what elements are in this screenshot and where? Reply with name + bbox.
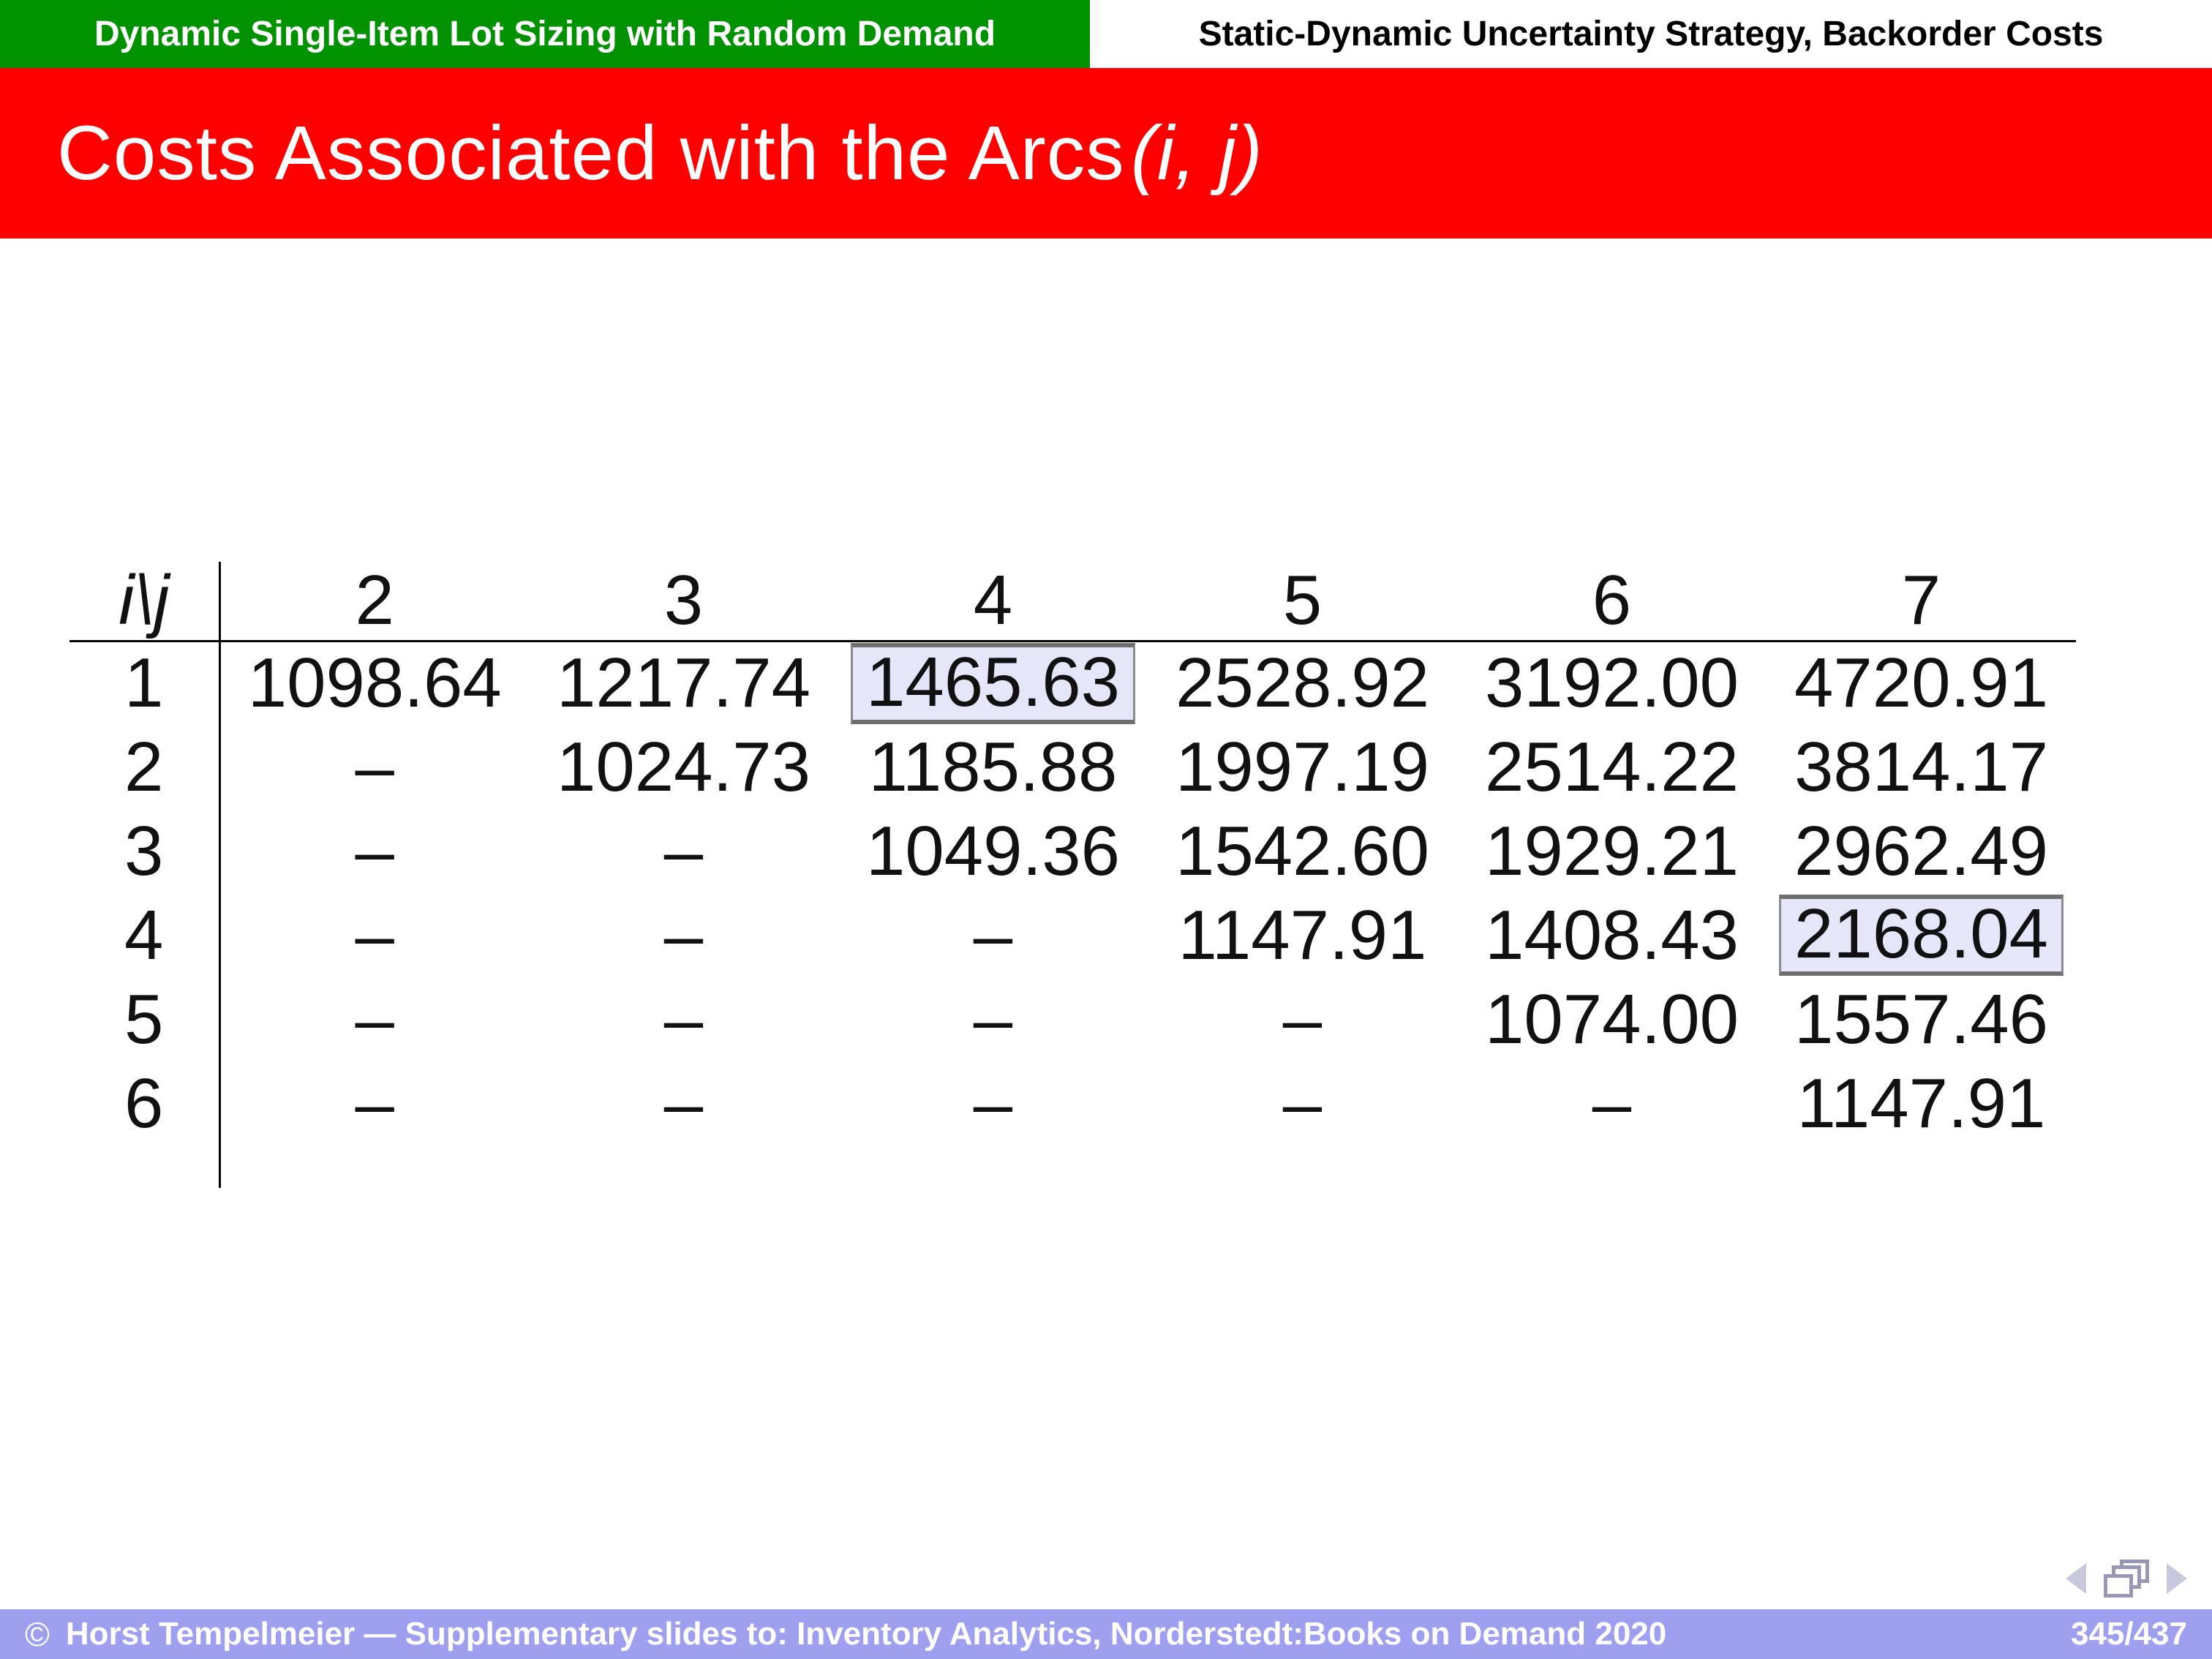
cell: 1024.73: [556, 727, 810, 806]
cell: –: [355, 811, 394, 890]
cell: 1557.46: [1794, 979, 2048, 1058]
cell: –: [355, 1064, 394, 1143]
cell: 1997.19: [1175, 727, 1429, 806]
beamer-navigation: [2066, 1557, 2187, 1600]
cell: –: [663, 979, 704, 1058]
cell: 1542.60: [1175, 811, 1429, 890]
table-row: 6 – – – – – 1147.91: [69, 1061, 2076, 1146]
row-label: 4: [69, 893, 221, 977]
row-label: 3: [69, 809, 221, 893]
frame-title-math: (i, j): [1130, 110, 1263, 196]
col-header: 5: [1148, 562, 1457, 642]
row-label: 6: [69, 1061, 221, 1146]
col-header: 4: [838, 562, 1148, 642]
cell: –: [663, 895, 704, 974]
corner-header: i\j: [69, 562, 221, 642]
cell: –: [355, 895, 394, 974]
nav-frames-icon[interactable]: [2104, 1560, 2149, 1598]
frame-title-bar: Costs Associated with the Arcs (i, j): [0, 68, 2212, 238]
highlighted-cell: 1465.63: [850, 642, 1135, 724]
footer-text: Horst Tempelmeier — Supplementary slides…: [65, 1616, 1667, 1652]
col-header: 2: [219, 562, 529, 642]
cell: 2528.92: [1175, 644, 1429, 723]
footer-bar: © Horst Tempelmeier — Supplementary slid…: [0, 1609, 2212, 1659]
cell: –: [1282, 979, 1323, 1058]
cell: 4720.91: [1794, 644, 2048, 723]
cell: 1147.91: [1797, 1064, 2046, 1143]
frame-glyph-front: [2104, 1574, 2133, 1598]
cell: 1217.74: [556, 644, 810, 723]
table-rule-extension: [69, 1146, 2076, 1188]
table-header-row: i\j 2 3 4 5 6 7: [69, 562, 2076, 642]
table-row: 4 – – – 1147.91 1408.43 2168.04: [69, 893, 2076, 977]
cell: 1465.63: [838, 641, 1148, 725]
cell: –: [355, 727, 394, 806]
cell: –: [973, 895, 1013, 974]
table-row: 3 – – 1049.36 1542.60 1929.21 2962.49: [69, 809, 2076, 893]
cell: –: [1282, 1064, 1323, 1143]
cell: 1185.88: [868, 727, 1118, 806]
cell: 2962.49: [1794, 811, 2048, 890]
row-label: 1: [69, 641, 221, 725]
arc-cost-table: i\j 2 3 4 5 6 7 1 1098.64 1217.74 1465.6…: [69, 562, 2076, 1188]
col-header: 6: [1457, 562, 1767, 642]
cell: 1929.21: [1484, 811, 1739, 890]
cell: 1049.36: [865, 811, 1120, 890]
frame-title: Costs Associated with the Arcs: [57, 110, 1125, 196]
section-title: Dynamic Single-Item Lot Sizing with Rand…: [0, 0, 1090, 68]
cost-table-wrap: i\j 2 3 4 5 6 7 1 1098.64 1217.74 1465.6…: [69, 562, 2076, 1188]
page-number: 345/437: [2070, 1616, 2187, 1652]
col-header: 3: [529, 562, 838, 642]
subsection-title: Static-Dynamic Uncertainty Strategy, Bac…: [1090, 0, 2212, 68]
cell: –: [973, 979, 1013, 1058]
cell: 1098.64: [247, 644, 502, 723]
table-row: 5 – – – – 1074.00 1557.46: [69, 977, 2076, 1061]
row-label: 5: [69, 977, 221, 1061]
cell: –: [1592, 1064, 1632, 1143]
table-row: 2 – 1024.73 1185.88 1997.19 2514.22 3814…: [69, 725, 2076, 809]
table-row: 1 1098.64 1217.74 1465.63 2528.92 3192.0…: [69, 641, 2076, 725]
head-bar: Dynamic Single-Item Lot Sizing with Rand…: [0, 0, 2212, 68]
cell: 3192.00: [1484, 644, 1739, 723]
highlighted-cell: 2168.04: [1778, 894, 2064, 977]
col-header: 7: [1767, 562, 2076, 642]
cell: –: [973, 1064, 1013, 1143]
cell: 2168.04: [1767, 893, 2076, 977]
cell: –: [663, 1064, 704, 1143]
copyright-icon: ©: [25, 1615, 50, 1653]
cell: 1147.91: [1178, 895, 1427, 974]
cell: 2514.22: [1484, 727, 1739, 806]
cell: –: [663, 811, 704, 890]
cell: 3814.17: [1794, 727, 2048, 806]
cell: 1408.43: [1484, 895, 1739, 974]
nav-next-icon[interactable]: [2167, 1563, 2187, 1594]
nav-prev-icon[interactable]: [2066, 1563, 2086, 1594]
row-label: 2: [69, 725, 221, 809]
cell: –: [355, 979, 394, 1058]
cell: 1074.00: [1484, 979, 1739, 1058]
